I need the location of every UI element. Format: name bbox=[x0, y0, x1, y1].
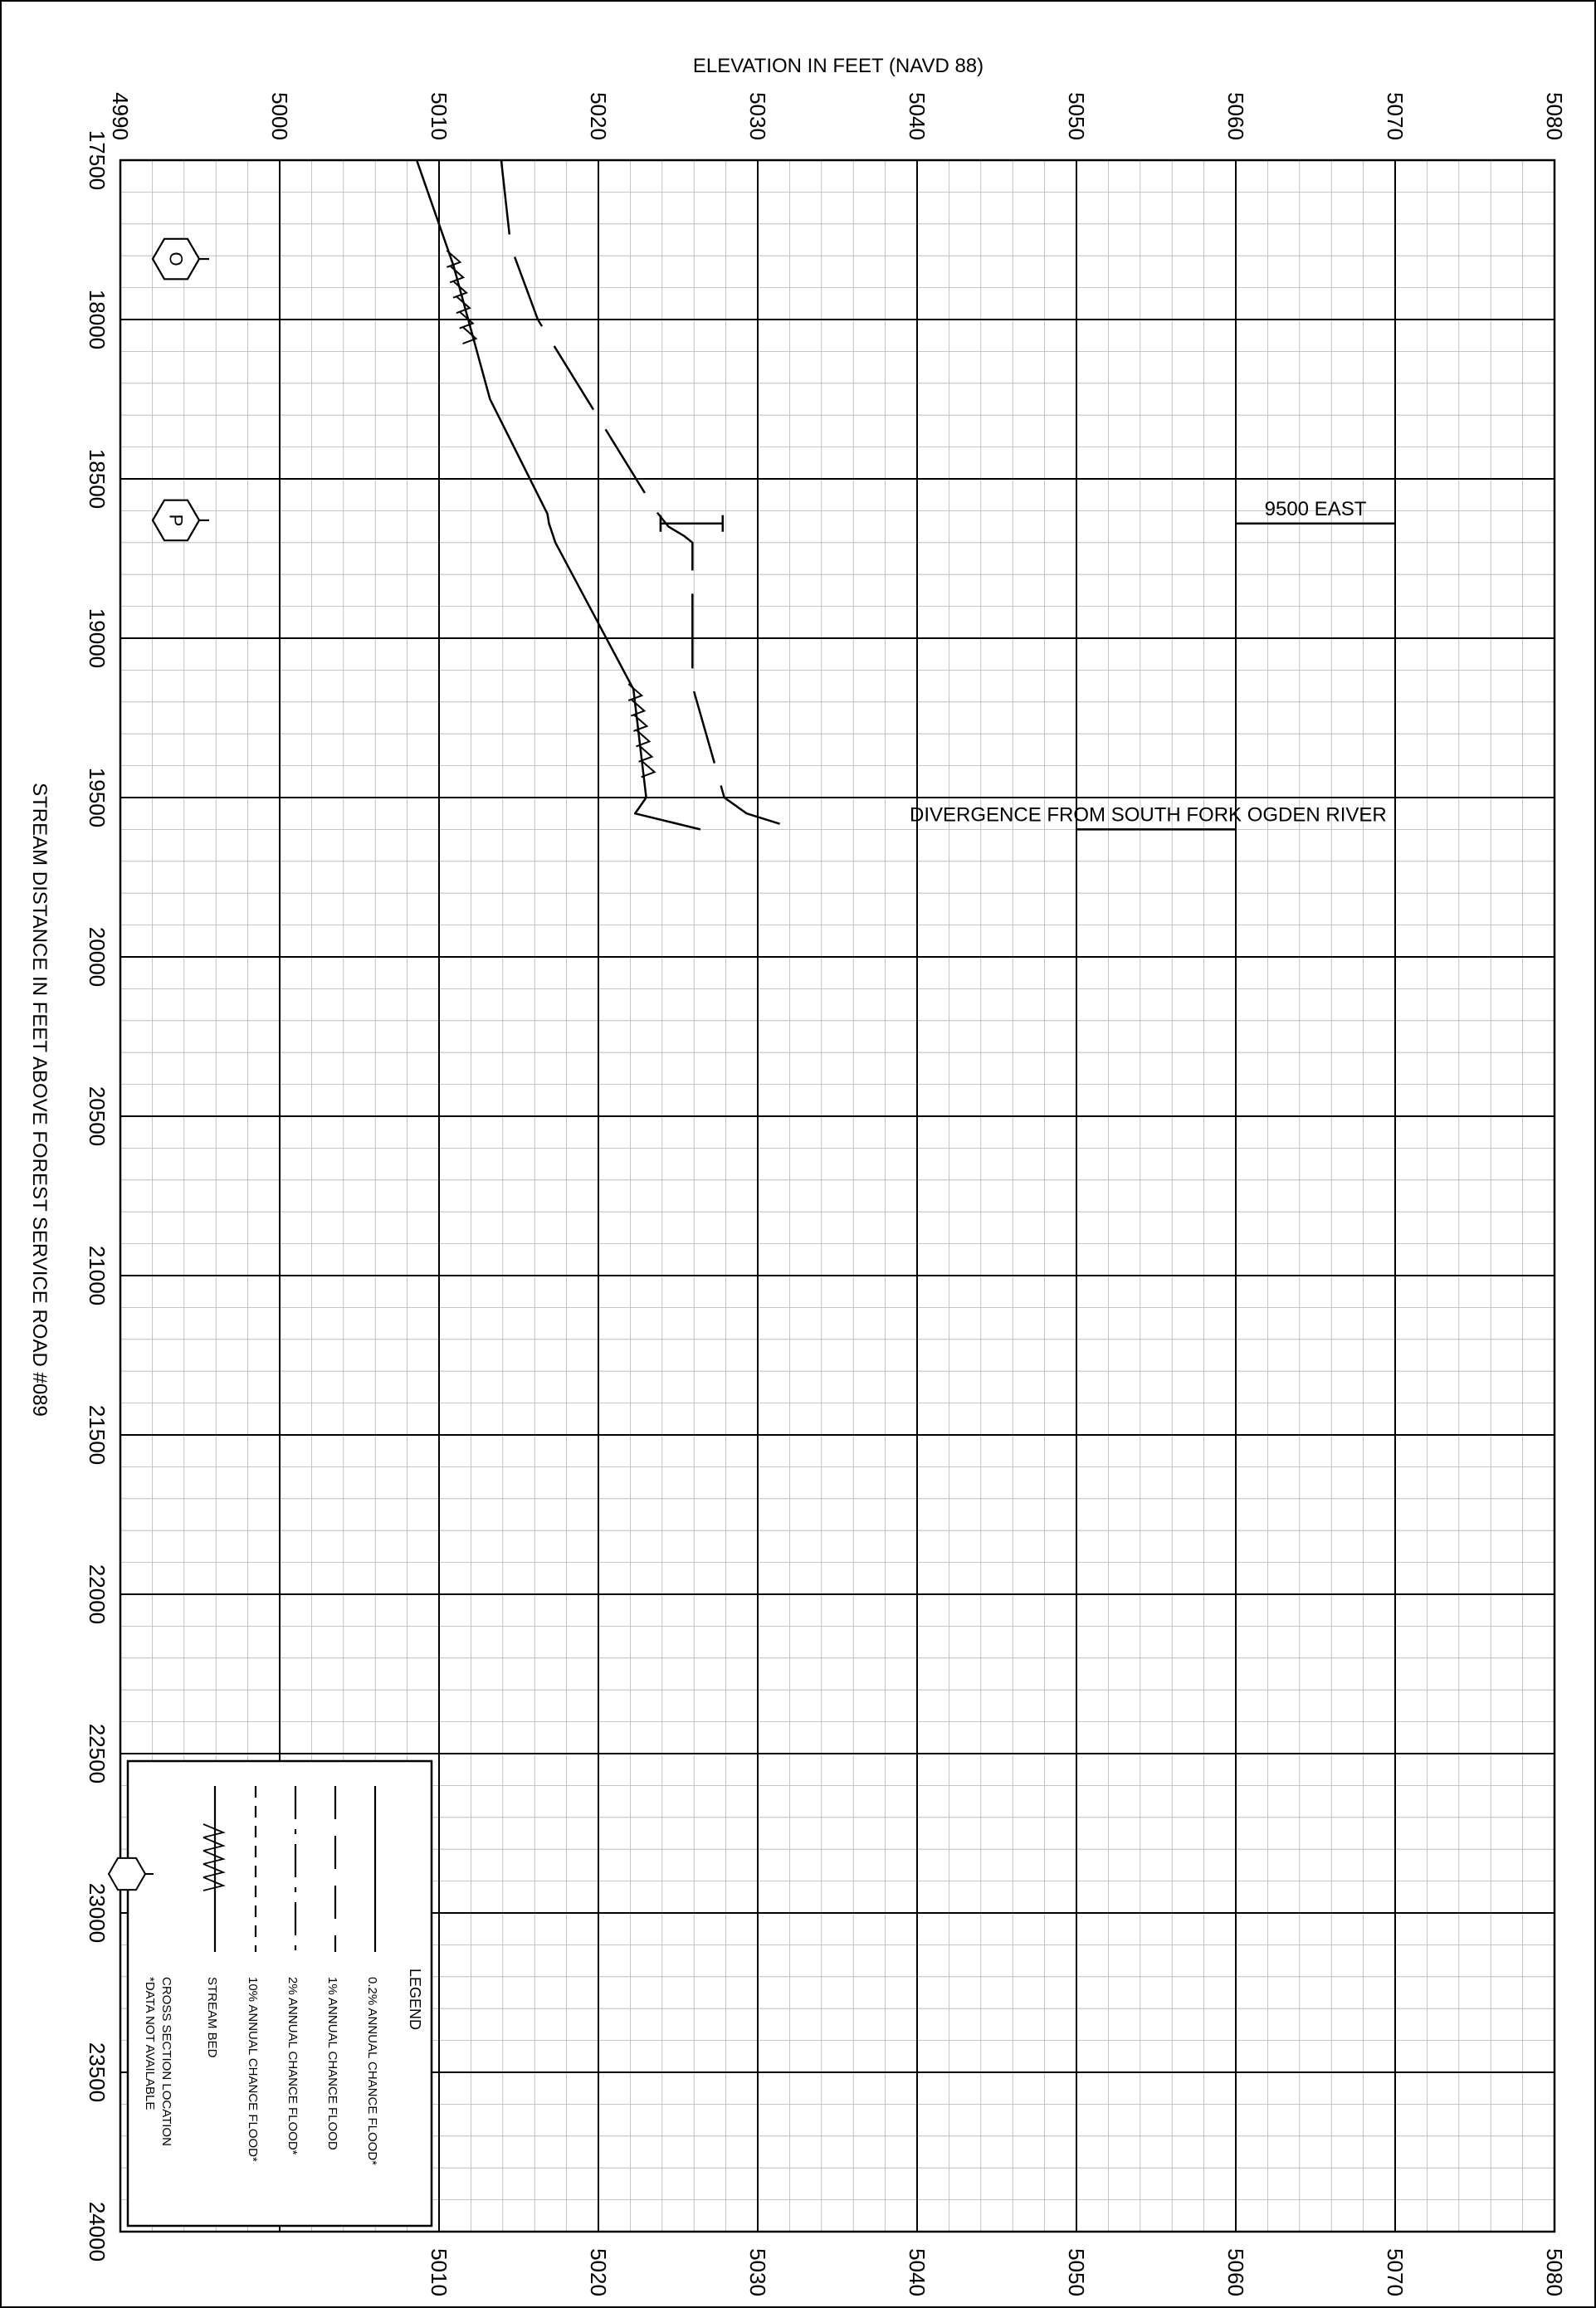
cross-section-hexagon bbox=[151, 237, 201, 281]
elevation-tick-label: 5050 bbox=[1064, 92, 1089, 140]
legend-item-label: 10% ANNUAL CHANCE FLOOD* bbox=[246, 1977, 260, 2162]
distance-tick-label: 20000 bbox=[85, 927, 110, 987]
elevation-ticks-bottom: 5010 5020 5030 5040 5050 5060 5070 5080 bbox=[427, 2248, 1567, 2296]
road-crossings: 9500 EAST DIVERGENCE FROM SOUTH FORK OGDE… bbox=[910, 498, 1395, 831]
stream-bed-hatch bbox=[461, 326, 478, 344]
legend-hatch bbox=[203, 1876, 226, 1891]
distance-tick-label: 18000 bbox=[85, 290, 110, 349]
elevation-ticks-top: 4990 5000 5010 5020 5030 5040 5050 5060 5070 5080 bbox=[108, 92, 1567, 140]
cross-section-markers: OP bbox=[151, 237, 209, 542]
legend-hatch bbox=[203, 1850, 226, 1865]
elevation-tick-label: 5040 bbox=[905, 2248, 930, 2296]
legend-item-label: 1% ANNUAL CHANCE FLOOD bbox=[325, 1977, 339, 2150]
elevation-tick-label: 5000 bbox=[267, 92, 292, 140]
elevation-tick-label: 5080 bbox=[1542, 92, 1567, 140]
elevation-tick-label: 5070 bbox=[1383, 2248, 1408, 2296]
road-crossing-label: 9500 EAST bbox=[1265, 498, 1367, 520]
elevation-tick-label: 5010 bbox=[427, 2248, 451, 2296]
distance-axis-label: STREAM DISTANCE IN FEET ABOVE FOREST SER… bbox=[28, 783, 51, 1417]
legend-title: LEGEND bbox=[407, 1969, 423, 2030]
elevation-tick-label: 5040 bbox=[905, 92, 930, 140]
legend-hatch bbox=[203, 1823, 226, 1838]
legend-item-label: CROSS SECTION LOCATION bbox=[159, 1977, 173, 2146]
elevation-tick-label: 5080 bbox=[1542, 2248, 1567, 2296]
legend-item-label: 2% ANNUAL CHANCE FLOOD* bbox=[286, 1977, 300, 2155]
profile-series bbox=[415, 159, 798, 831]
elevation-tick-label: 5030 bbox=[745, 2248, 770, 2296]
road-crossing-label: DIVERGENCE FROM SOUTH FORK OGDEN RIVER bbox=[910, 803, 1387, 826]
distance-ticks: 17500 18000 18500 19000 19500 20000 20500 21000… bbox=[85, 130, 110, 2262]
stream-bed-hatch bbox=[640, 759, 656, 778]
stream-bed-hatch bbox=[637, 744, 654, 763]
cross-section-hexagon bbox=[151, 499, 201, 542]
distance-tick-label: 22000 bbox=[85, 1564, 110, 1624]
elevation-tick-label: 5030 bbox=[745, 92, 770, 140]
distance-tick-label: 22500 bbox=[85, 1724, 110, 1783]
elevation-tick-label: 5070 bbox=[1383, 92, 1408, 140]
distance-tick-label: 21000 bbox=[85, 1246, 110, 1305]
distance-tick-label: 18500 bbox=[85, 449, 110, 509]
cross-section-label: P bbox=[166, 515, 187, 527]
elevation-tick-label: 5060 bbox=[1223, 92, 1248, 140]
legend-note: *DATA NOT AVAILABLE bbox=[143, 1977, 157, 2110]
legend-item-label: STREAM BED bbox=[205, 1977, 219, 2058]
legend-hatch bbox=[203, 1863, 226, 1878]
elevation-tick-label: 5050 bbox=[1064, 2248, 1089, 2296]
stream-bed-hatch bbox=[630, 698, 647, 717]
distance-tick-label: 23500 bbox=[85, 2042, 110, 2102]
elevation-tick-label: 5010 bbox=[427, 92, 451, 140]
distance-tick-label: 23000 bbox=[85, 1883, 110, 1943]
distance-tick-label: 21500 bbox=[85, 1405, 110, 1465]
major-grid bbox=[119, 159, 1556, 2233]
stream-bed-hatch bbox=[635, 729, 652, 748]
legend: LEGEND 0.2% ANNUAL CHANCE FLOOD* 1% ANNUAL… bbox=[107, 1759, 433, 2227]
elevation-tick-label: 5060 bbox=[1223, 2248, 1248, 2296]
elevation-tick-label: 5020 bbox=[586, 2248, 611, 2296]
legend-hexagon-icon bbox=[107, 1857, 147, 1891]
cross-section-label: O bbox=[166, 251, 187, 266]
distance-tick-label: 19000 bbox=[85, 608, 110, 668]
elevation-axis-label: ELEVATION IN FEET (NAVD 88) bbox=[693, 55, 983, 77]
elevation-tick-label: 4990 bbox=[108, 92, 133, 140]
stream-bed-hatch bbox=[456, 295, 471, 315]
stream-bed-line bbox=[415, 159, 701, 831]
distance-tick-label: 20500 bbox=[85, 1086, 110, 1146]
distance-tick-label: 24000 bbox=[85, 2202, 110, 2262]
legend-box bbox=[126, 1759, 433, 2227]
elevation-tick-label: 5020 bbox=[586, 92, 611, 140]
stream-bed-hatch bbox=[446, 250, 462, 268]
flood-1pct-line bbox=[500, 159, 798, 831]
plot-frame bbox=[119, 159, 1556, 2233]
distance-tick-label: 17500 bbox=[85, 130, 110, 190]
stream-bed-hatch bbox=[459, 310, 475, 329]
legend-item-label: 0.2% ANNUAL CHANCE FLOOD* bbox=[365, 1977, 379, 2165]
stream-bed-hatch bbox=[452, 280, 468, 299]
stream-bed-hatch bbox=[627, 683, 644, 702]
distance-tick-label: 19500 bbox=[85, 768, 110, 827]
stream-bed-hatch bbox=[449, 265, 466, 284]
legend-hatch bbox=[203, 1837, 226, 1852]
stream-bed-hatch bbox=[632, 714, 649, 732]
